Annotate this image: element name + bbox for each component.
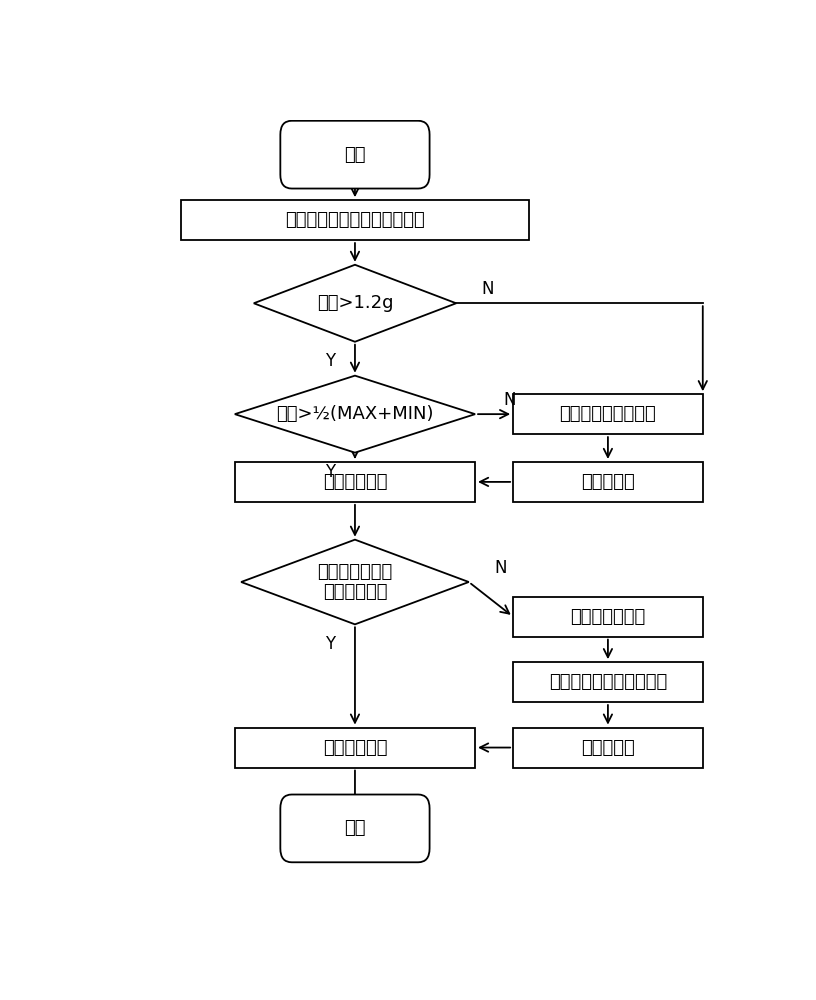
Text: 标记峰値较小的为伪波峰: 标记峰値较小的为伪波峰 bbox=[549, 673, 667, 691]
Text: 结束: 结束 bbox=[344, 819, 366, 837]
Bar bbox=[513, 462, 703, 502]
Text: Y: Y bbox=[325, 463, 335, 481]
Text: 前后波峰时间差
在时间阀値内: 前后波峰时间差 在时间阀値内 bbox=[317, 563, 392, 601]
Text: 峰值>1.2g: 峰值>1.2g bbox=[317, 294, 393, 312]
FancyBboxPatch shape bbox=[281, 121, 429, 189]
Text: 标记该波峰为伪波峰: 标记该波峰为伪波峰 bbox=[560, 405, 656, 423]
Bar bbox=[513, 728, 703, 768]
Text: 输入一个时间窗口内所有波峰: 输入一个时间窗口内所有波峰 bbox=[285, 211, 425, 229]
Bar bbox=[181, 200, 529, 240]
Text: 峰值>½(MAX+MIN): 峰值>½(MAX+MIN) bbox=[276, 405, 434, 423]
Text: N: N bbox=[503, 391, 517, 409]
Bar bbox=[513, 662, 703, 702]
Polygon shape bbox=[254, 265, 456, 342]
Text: 更新所有波峰: 更新所有波峰 bbox=[322, 473, 388, 491]
Text: Y: Y bbox=[325, 635, 335, 653]
Text: 滤除伪波峰: 滤除伪波峰 bbox=[581, 473, 635, 491]
Polygon shape bbox=[235, 376, 475, 453]
Text: 开始: 开始 bbox=[344, 146, 366, 164]
FancyBboxPatch shape bbox=[281, 795, 429, 862]
Bar bbox=[513, 597, 703, 637]
Bar bbox=[235, 462, 475, 502]
Text: N: N bbox=[494, 559, 507, 577]
Bar bbox=[513, 394, 703, 434]
Bar bbox=[235, 728, 475, 768]
Text: 滤除伪波峰: 滤除伪波峰 bbox=[581, 739, 635, 757]
Text: 比较两峰値大小: 比较两峰値大小 bbox=[570, 608, 645, 626]
Text: 更新所有波峰: 更新所有波峰 bbox=[322, 739, 388, 757]
Text: Y: Y bbox=[325, 352, 335, 370]
Text: N: N bbox=[481, 280, 494, 298]
Polygon shape bbox=[242, 540, 468, 624]
